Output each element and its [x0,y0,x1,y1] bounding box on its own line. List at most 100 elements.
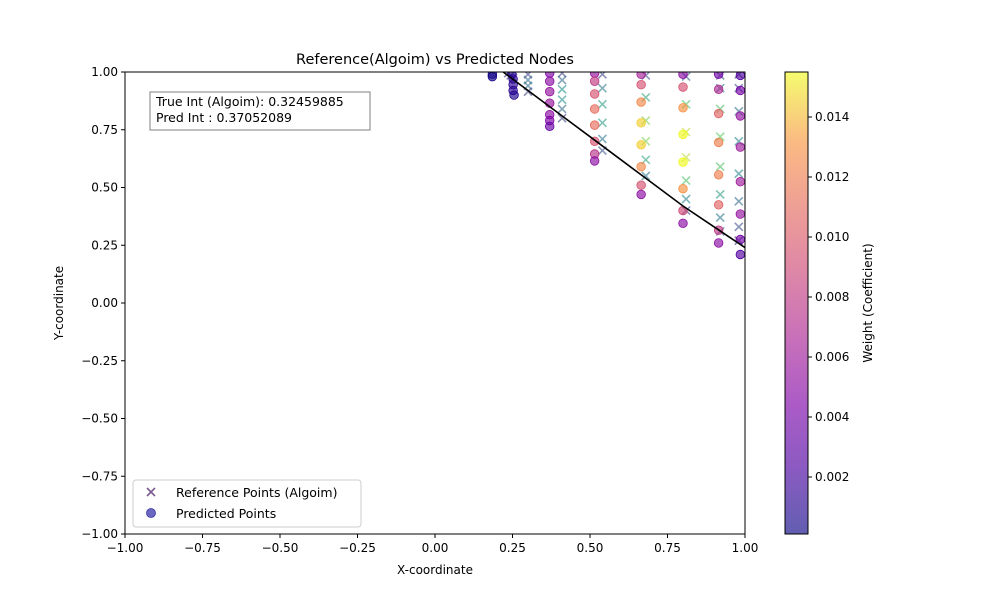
colorbar-tick-label: 0.014 [815,110,849,124]
colorbar-tick-label: 0.012 [815,170,849,184]
reference-point [641,171,651,181]
colorbar-tick-label: 0.010 [815,230,849,244]
colorbar: 0.002 0.004 0.006 0.008 0.010 0.012 0.014 Weig… [784,71,875,535]
reference-point [597,72,607,79]
predicted-point [678,82,688,92]
x-tick-label: −0.75 [184,541,221,555]
reference-point [715,212,725,223]
predicted-point [678,72,688,80]
reference-point [641,155,651,165]
predicted-point [545,76,555,86]
y-tick-label: 0.50 [91,181,118,195]
x-tick-label: 0.50 [577,541,604,555]
predicted-point [589,104,600,114]
predicted-points-layer [487,72,745,260]
annotation-true-int: True Int (Algoim): 0.32459885 [155,94,344,109]
integral-annotation: True Int (Algoim): 0.32459885 Pred Int :… [149,91,371,131]
annotation-pred-int: Pred Int : 0.37052089 [156,110,292,125]
x-tick-label: 0.75 [654,541,681,555]
reference-point [681,194,691,204]
predicted-point [636,162,646,172]
reference-point [715,189,725,199]
annotation-box [149,91,371,131]
predicted-point [636,189,646,200]
predicted-point [735,209,745,219]
predicted-point [678,129,688,140]
x-tick-label: 0.25 [499,541,526,555]
y-tick-label: −0.50 [81,412,118,426]
reference-point [557,104,567,114]
predicted-point [636,118,646,128]
reference-point [557,113,567,123]
legend-predicted-label: Predicted Points [176,506,276,521]
reference-point [557,84,567,94]
chart-title: Reference(Algoim) vs Predicted Nodes [296,52,574,68]
predicted-point [735,177,745,187]
predicted-point [545,72,555,78]
y-tick-label: 0.75 [91,123,118,137]
predicted-point [678,183,688,194]
reference-point [734,196,744,206]
colorbar-tick-label: 0.006 [815,350,849,364]
legend-reference-label: Reference Points (Algoim) [176,485,337,500]
reference-point [597,83,607,93]
colorbar-tick-label: 0.004 [815,410,849,424]
y-tick-label: −0.25 [81,354,118,368]
y-tick-label: 0.25 [91,238,118,252]
reference-point [681,176,691,186]
boundary-curve-layer [502,72,745,249]
predicted-point [713,137,724,148]
legend-reference-marker [146,487,156,497]
colorbar-label: Weight (Coefficient) [861,243,875,362]
reference-point [597,134,607,144]
y-tick-label: 0.00 [91,296,118,310]
predicted-point [487,72,498,82]
predicted-point [735,249,745,260]
reference-point [734,222,744,232]
y-tick-label: 1.00 [91,65,118,79]
predicted-point [713,200,724,210]
predicted-point [636,140,646,150]
predicted-point [678,103,688,113]
predicted-point [589,76,600,86]
predicted-point [545,121,555,131]
predicted-point [735,85,745,96]
predicted-point [713,238,724,248]
predicted-point [589,120,600,130]
predicted-point [735,111,745,121]
x-tick-label: −1.00 [107,541,144,555]
reference-point [734,169,744,179]
predicted-point [636,80,646,90]
x-axis-ticks: −1.00 −0.75 −0.50 −0.25 0.00 0.25 0.50 0.75 1.00 [107,534,759,555]
x-tick-label: 1.00 [732,541,759,555]
predicted-point [713,108,724,119]
y-tick-label: −1.00 [81,527,118,541]
plot-area [125,72,745,534]
reference-point [557,72,567,78]
legend-predicted-marker [146,508,156,518]
legend: Reference Points (Algoim) Predicted Poin… [132,479,362,528]
predicted-point [636,97,646,107]
boundary-curve [502,72,745,249]
predicted-point [589,156,600,166]
reference-point [557,75,567,85]
x-tick-label: −0.50 [262,541,299,555]
predicted-point [713,84,724,95]
predicted-point [713,170,724,180]
predicted-point [678,218,688,229]
predicted-point [545,86,555,97]
reference-point [597,99,607,109]
y-tick-label: −0.75 [81,469,118,483]
predicted-point [636,72,646,80]
y-axis-label: Y-coordinate [52,266,66,341]
predicted-point [589,89,600,99]
colorbar-ticks: 0.002 0.004 0.006 0.008 0.010 0.012 0.014 [808,110,849,484]
legend-box [132,479,362,528]
x-axis-label: X-coordinate [397,563,473,577]
x-tick-label: 0.00 [422,541,449,555]
predicted-point [636,180,646,190]
colorbar-gradient [784,71,809,535]
reference-point [557,95,567,105]
predicted-point [509,90,519,100]
